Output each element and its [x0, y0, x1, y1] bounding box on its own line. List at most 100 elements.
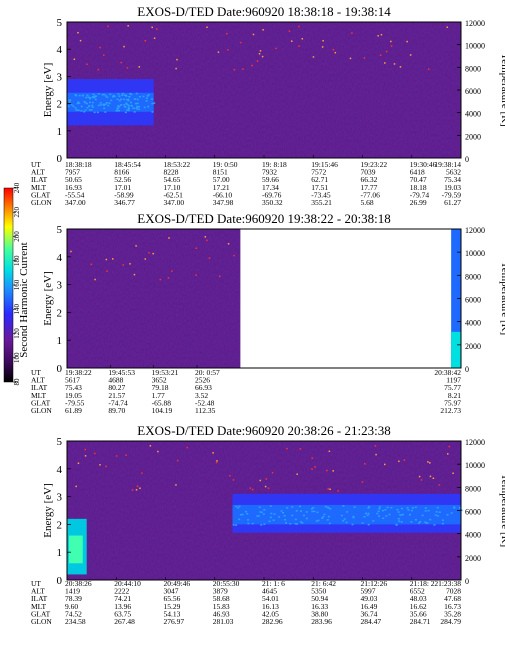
- heatmap-cell: [149, 445, 152, 447]
- heatmap-cell: [133, 107, 136, 109]
- heatmap-edge-strip: [451, 229, 461, 368]
- heatmap-cell: [332, 48, 335, 51]
- heatmap-cell: [263, 508, 266, 511]
- heatmap-cell: [425, 522, 428, 524]
- heatmap-cell: [136, 106, 139, 109]
- heatmap-cell: [429, 475, 432, 478]
- ephemeris-cell: 284.79: [440, 617, 461, 626]
- heatmap-cell: [227, 49, 229, 51]
- heatmap-cell: [135, 92, 138, 95]
- heatmap-cell: [128, 96, 131, 98]
- heatmap-cell: [103, 104, 106, 107]
- heatmap-cell: [429, 462, 431, 464]
- ephemeris-cell: 350.32: [262, 198, 283, 207]
- heatmap-cell: [135, 489, 138, 491]
- heatmap-cell: [97, 104, 100, 107]
- y-tick-label: 0: [57, 153, 63, 165]
- heatmap-cell: [84, 455, 87, 457]
- ephemeris-cell: 79.18: [152, 383, 169, 392]
- heatmap-cell: [91, 106, 94, 108]
- heatmap-cell: [427, 68, 430, 70]
- ephemeris-cell: 17.34: [262, 183, 279, 192]
- heatmap-cell: [321, 46, 324, 48]
- heatmap-cell: [102, 54, 105, 56]
- heatmap-cell: [295, 510, 298, 512]
- heatmap-cell: [157, 450, 159, 453]
- ephemeris-cell: 48.03: [410, 594, 427, 603]
- heatmap-band-core: [232, 504, 461, 525]
- heatmap-cell: [282, 511, 285, 514]
- heatmap-cell: [262, 29, 264, 31]
- ephemeris-cell: 54.01: [262, 594, 279, 603]
- heatmap-cell: [131, 489, 134, 491]
- ephemeris-cell: 66.93: [195, 383, 212, 392]
- heatmap-cell: [268, 520, 271, 523]
- heatmap-cell: [432, 477, 435, 480]
- ephemeris-cell: -62.51: [164, 190, 184, 199]
- heatmap-cell: [77, 101, 80, 103]
- y2-tick-label: 12000: [465, 438, 485, 447]
- ephemeris-cell: 276.97: [164, 617, 185, 626]
- heatmap-cell: [384, 509, 387, 511]
- heatmap-cell: [326, 519, 329, 521]
- ephemeris-cell: 57.00: [213, 175, 230, 184]
- heatmap-cell: [68, 101, 71, 103]
- heatmap-cell: [96, 111, 99, 114]
- heatmap-cell: [299, 510, 302, 512]
- heatmap-cell: [361, 481, 364, 483]
- panel-2: EXOS-D/TED Date:960920 19:38:22 - 20:38:…: [31, 211, 505, 415]
- ephemeris-cell: 16.13: [262, 602, 279, 611]
- y-tick-label: 1: [57, 126, 63, 138]
- colorbar-tick-label: 140: [13, 304, 21, 315]
- ephemeris-cell: 5350: [311, 587, 326, 596]
- heatmap-cell: [138, 108, 141, 110]
- heatmap-cell: [446, 513, 449, 516]
- ephemeris-cell: 19:38:14: [434, 160, 461, 169]
- heatmap-cell: [105, 258, 108, 261]
- heatmap-cell: [301, 38, 304, 40]
- heatmap-cell: [77, 109, 80, 111]
- ephemeris-cell: 63.75: [114, 609, 131, 618]
- heatmap-cell: [406, 40, 408, 43]
- heatmap-cell: [258, 52, 261, 55]
- heatmap-cell: [384, 463, 386, 466]
- ephemeris-cell: 74.52: [65, 609, 82, 618]
- heatmap-cell: [408, 513, 411, 516]
- heatmap-cell: [252, 33, 255, 36]
- heatmap-cell: [204, 236, 207, 238]
- heatmap-cell: [91, 101, 94, 104]
- ephemeris-cell: 19.05: [65, 391, 82, 400]
- heatmap-cell: [246, 513, 249, 515]
- heatmap-cell: [235, 505, 238, 508]
- heatmap-cell: [72, 105, 75, 108]
- heatmap-cell: [88, 105, 91, 107]
- ephemeris-cell: 8.21: [448, 391, 461, 400]
- heatmap-cell: [238, 505, 241, 508]
- heatmap-cell: [270, 512, 273, 515]
- y2-tick-label: 10000: [465, 42, 485, 51]
- heatmap-cell: [397, 517, 400, 520]
- ephemeris-row-label: MLT: [31, 602, 47, 611]
- heatmap-cell: [436, 515, 439, 517]
- ephemeris-cell: 46.93: [213, 609, 230, 618]
- ephemeris-cell: 5.68: [361, 198, 374, 207]
- heatmap-cell: [186, 446, 189, 449]
- ephemeris-cell: 18:38:18: [65, 160, 92, 169]
- y-tick-label: 4: [57, 252, 63, 264]
- heatmap-cell: [93, 111, 96, 114]
- heatmap-cell: [345, 521, 348, 524]
- ephemeris-cell: 6552: [410, 587, 425, 596]
- heatmap-cell: [367, 523, 370, 526]
- ephemeris-cell: 7932: [262, 168, 277, 177]
- heatmap-cell: [311, 457, 313, 459]
- ephemeris-row-label: MLT: [31, 183, 47, 192]
- panel-3: EXOS-D/TED Date:960920 20:38:26 - 21:23:…: [31, 423, 505, 626]
- ephemeris-cell: -74.74: [108, 398, 128, 407]
- heatmap-cell: [352, 516, 355, 519]
- ephemeris-cell: 3.52: [195, 391, 208, 400]
- heatmap-cell: [87, 96, 90, 98]
- heatmap-cell: [123, 45, 125, 48]
- heatmap-cell: [286, 447, 288, 450]
- heatmap-cell: [104, 111, 107, 113]
- heatmap-cell: [310, 508, 313, 510]
